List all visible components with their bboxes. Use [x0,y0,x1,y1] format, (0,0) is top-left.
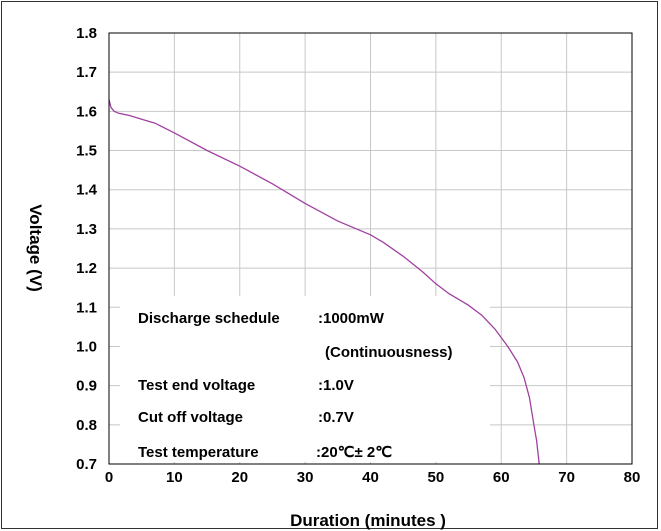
annotation-value-discharge: :1000mW [318,310,385,327]
x-tick-label: 50 [428,469,445,486]
annotation-label-discharge: Discharge schedule [138,310,280,327]
y-tick-label: 0.9 [76,378,97,395]
y-tick-label: 0.7 [76,456,97,473]
x-tick-label: 20 [231,469,248,486]
tick-labels: 0 10 20 30 40 50 60 70 80 0.7 0.8 0.9 1.0 1.1 1.2 1.3 1.… [76,25,640,486]
plot-border [108,32,633,465]
y-tick-label: 1.6 [76,103,97,120]
y-tick-label: 1.0 [76,338,97,355]
y-tick-label: 1.4 [76,182,98,199]
annotation-value-temperature: :20℃± 2℃ [316,444,392,461]
annotation-value-cutoff: :0.7V [318,409,354,426]
x-tick-label: 80 [624,469,641,486]
annotation-value-continuous: (Continuousness) [325,344,453,361]
annotation-box [120,296,490,462]
y-tick-label: 1.8 [76,25,97,42]
discharge-curve-line [108,99,540,465]
annotation-label-cutoff: Cut off voltage [138,409,243,426]
y-tick-label: 1.7 [76,64,97,81]
annotation-value-end-voltage: :1.0V [318,377,354,394]
y-tick-label: 1.5 [76,143,97,160]
x-tick-label: 30 [297,469,314,486]
y-tick-label: 0.8 [76,417,97,434]
x-tick-label: 70 [558,469,575,486]
y-tick-label: 1.2 [76,260,97,277]
x-tick-label: 10 [166,469,183,486]
x-tick-label: 60 [493,469,510,486]
x-tick-label: 0 [105,469,113,486]
annotations: Discharge schedule :1000mW (Continuousne… [138,310,453,461]
y-axis-title: Voltage (V) [26,204,45,292]
x-axis-title: Duration (minutes ) [290,511,446,530]
x-tick-label: 40 [362,469,379,486]
annotation-label-temperature: Test temperature [138,444,259,461]
annotation-label-end-voltage: Test end voltage [138,377,255,394]
y-tick-label: 1.1 [76,299,97,316]
y-tick-label: 1.3 [76,221,97,238]
